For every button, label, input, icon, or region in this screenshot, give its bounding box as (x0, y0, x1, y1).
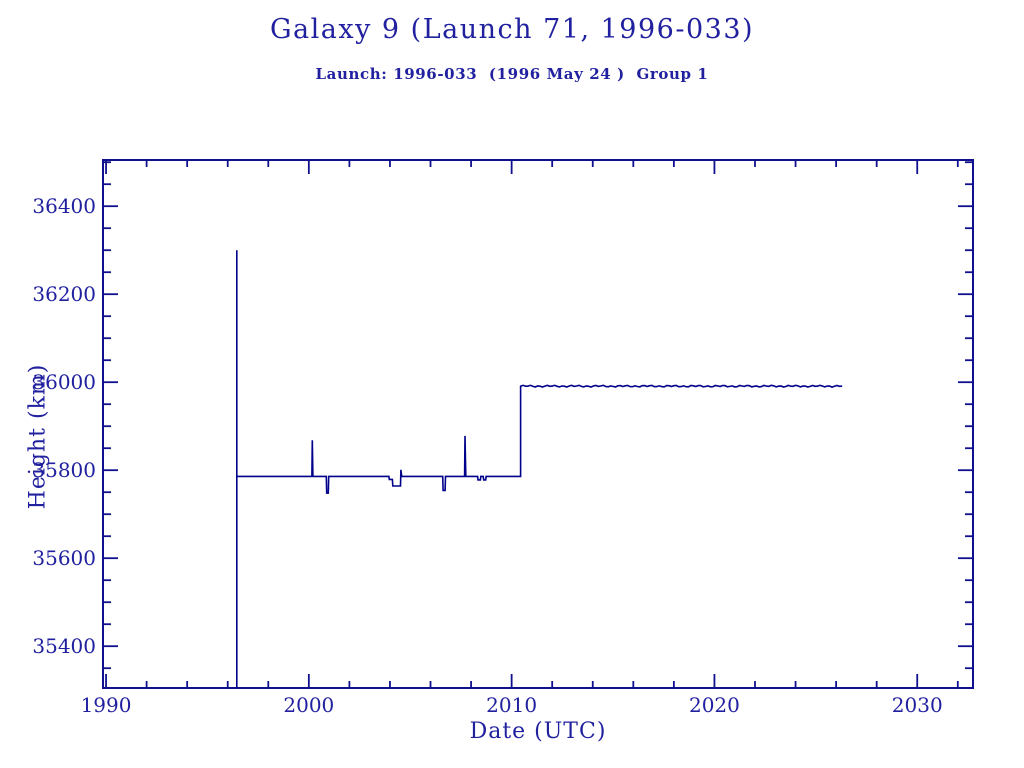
y-tick-label: 36400 (32, 194, 96, 218)
y-tick-label: 35800 (32, 458, 96, 482)
y-tick-label: 36200 (32, 282, 96, 306)
chart-title: Galaxy 9 (Launch 71, 1996-033) (269, 14, 755, 45)
y-tick-label: 36000 (32, 370, 96, 394)
x-tick-label: 2010 (486, 693, 537, 717)
axes-frame (102, 159, 974, 689)
y-tick-label: 35600 (32, 546, 96, 570)
x-axis-title: Date (UTC) (469, 719, 607, 744)
x-tick-label: 2030 (892, 693, 943, 717)
height-series-line (236, 250, 843, 688)
chart-subtitle: Launch: 1996-033 (1996 May 24 ) Group 1 (315, 65, 709, 83)
x-tick-label: 1990 (81, 693, 132, 717)
y-tick-label: 35400 (32, 634, 96, 658)
x-tick-label: 2000 (283, 693, 334, 717)
x-tick-label: 2020 (689, 693, 740, 717)
y-axis-title: Height (km) (25, 363, 51, 510)
